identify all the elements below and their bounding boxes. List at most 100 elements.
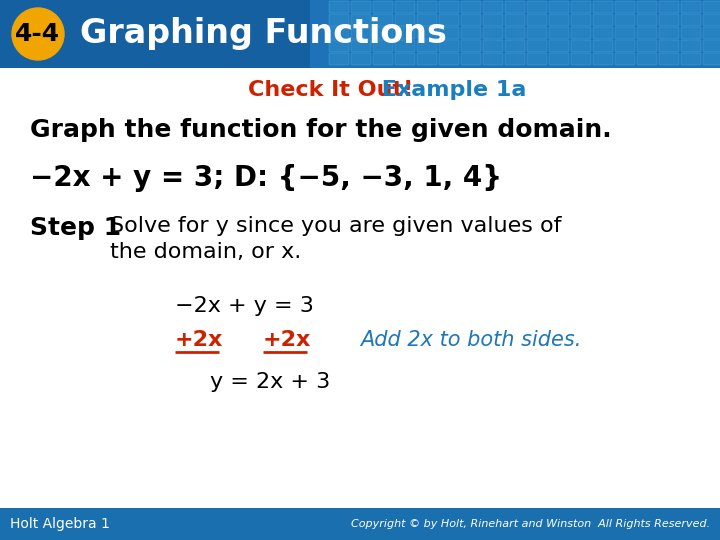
FancyBboxPatch shape [571,27,591,39]
Text: +2x: +2x [175,330,223,350]
FancyBboxPatch shape [505,40,525,52]
FancyBboxPatch shape [395,27,415,39]
FancyBboxPatch shape [417,14,437,26]
FancyBboxPatch shape [395,53,415,65]
FancyBboxPatch shape [637,40,657,52]
FancyBboxPatch shape [681,27,701,39]
FancyBboxPatch shape [461,53,481,65]
FancyBboxPatch shape [571,53,591,65]
FancyBboxPatch shape [329,27,349,39]
FancyBboxPatch shape [615,1,635,13]
FancyBboxPatch shape [0,0,720,68]
FancyBboxPatch shape [637,53,657,65]
FancyBboxPatch shape [637,14,657,26]
FancyBboxPatch shape [703,27,720,39]
FancyBboxPatch shape [527,1,547,13]
FancyBboxPatch shape [527,40,547,52]
FancyBboxPatch shape [373,1,393,13]
FancyBboxPatch shape [505,14,525,26]
FancyBboxPatch shape [461,14,481,26]
Text: Step 1: Step 1 [30,216,121,240]
FancyBboxPatch shape [637,1,657,13]
FancyBboxPatch shape [329,1,349,13]
FancyBboxPatch shape [571,1,591,13]
FancyBboxPatch shape [483,53,503,65]
Text: −2x + y = 3: −2x + y = 3 [175,296,314,316]
FancyBboxPatch shape [461,27,481,39]
FancyBboxPatch shape [483,40,503,52]
FancyBboxPatch shape [483,1,503,13]
FancyBboxPatch shape [549,53,569,65]
FancyBboxPatch shape [439,1,459,13]
FancyBboxPatch shape [351,53,371,65]
FancyBboxPatch shape [549,27,569,39]
FancyBboxPatch shape [527,27,547,39]
FancyBboxPatch shape [395,40,415,52]
Text: Check It Out!: Check It Out! [248,80,414,100]
FancyBboxPatch shape [439,14,459,26]
FancyBboxPatch shape [351,40,371,52]
FancyBboxPatch shape [351,14,371,26]
FancyBboxPatch shape [329,14,349,26]
FancyBboxPatch shape [527,53,547,65]
FancyBboxPatch shape [505,1,525,13]
FancyBboxPatch shape [461,40,481,52]
FancyBboxPatch shape [439,53,459,65]
FancyBboxPatch shape [527,14,547,26]
FancyBboxPatch shape [351,27,371,39]
FancyBboxPatch shape [681,1,701,13]
FancyBboxPatch shape [659,14,679,26]
FancyBboxPatch shape [351,1,371,13]
FancyBboxPatch shape [703,1,720,13]
FancyBboxPatch shape [373,27,393,39]
Text: the domain, or x.: the domain, or x. [110,242,301,262]
FancyBboxPatch shape [373,53,393,65]
FancyBboxPatch shape [0,0,310,68]
FancyBboxPatch shape [703,40,720,52]
Text: y = 2x + 3: y = 2x + 3 [210,372,330,392]
FancyBboxPatch shape [615,27,635,39]
FancyBboxPatch shape [659,1,679,13]
Text: Graphing Functions: Graphing Functions [80,17,447,51]
Text: Copyright © by Holt, Rinehart and Winston  All Rights Reserved.: Copyright © by Holt, Rinehart and Winsto… [351,519,710,529]
FancyBboxPatch shape [681,53,701,65]
FancyBboxPatch shape [329,40,349,52]
FancyBboxPatch shape [571,40,591,52]
FancyBboxPatch shape [615,40,635,52]
FancyBboxPatch shape [439,27,459,39]
FancyBboxPatch shape [659,27,679,39]
FancyBboxPatch shape [439,40,459,52]
FancyBboxPatch shape [681,40,701,52]
FancyBboxPatch shape [505,27,525,39]
Text: Solve for y since you are given values of: Solve for y since you are given values o… [110,216,562,236]
FancyBboxPatch shape [417,53,437,65]
FancyBboxPatch shape [615,14,635,26]
FancyBboxPatch shape [593,14,613,26]
FancyBboxPatch shape [549,1,569,13]
FancyBboxPatch shape [703,53,720,65]
FancyBboxPatch shape [659,53,679,65]
FancyBboxPatch shape [571,14,591,26]
Text: −2x + y = 3; D: {−5, −3, 1, 4}: −2x + y = 3; D: {−5, −3, 1, 4} [30,164,502,192]
FancyBboxPatch shape [329,53,349,65]
FancyBboxPatch shape [505,53,525,65]
Text: Holt Algebra 1: Holt Algebra 1 [10,517,110,531]
FancyBboxPatch shape [461,1,481,13]
Circle shape [12,8,64,60]
FancyBboxPatch shape [417,1,437,13]
FancyBboxPatch shape [593,1,613,13]
FancyBboxPatch shape [395,1,415,13]
FancyBboxPatch shape [593,27,613,39]
FancyBboxPatch shape [373,14,393,26]
FancyBboxPatch shape [0,508,720,540]
FancyBboxPatch shape [483,27,503,39]
FancyBboxPatch shape [593,53,613,65]
FancyBboxPatch shape [549,40,569,52]
FancyBboxPatch shape [637,27,657,39]
FancyBboxPatch shape [703,14,720,26]
FancyBboxPatch shape [615,53,635,65]
FancyBboxPatch shape [395,14,415,26]
Text: Graph the function for the given domain.: Graph the function for the given domain. [30,118,611,142]
Text: 4-4: 4-4 [15,22,60,46]
FancyBboxPatch shape [681,14,701,26]
